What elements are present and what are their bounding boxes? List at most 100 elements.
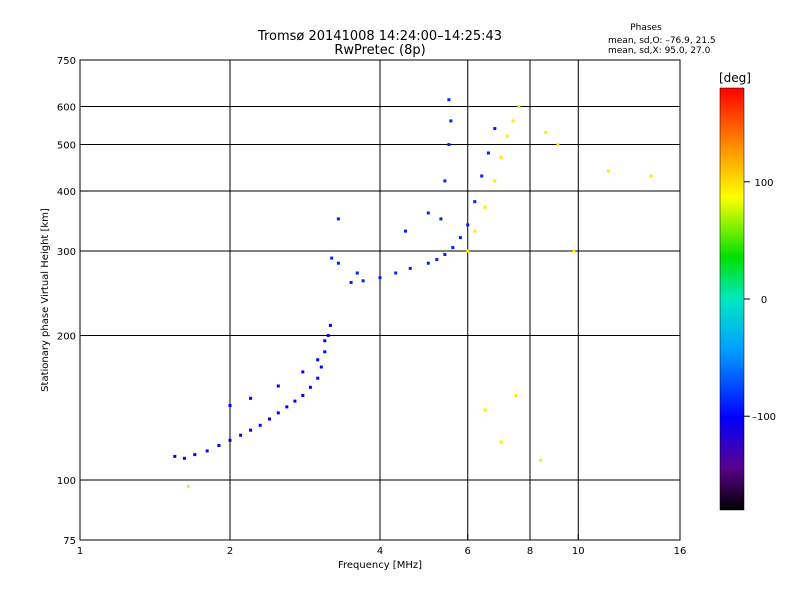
data-point	[249, 396, 253, 400]
data-point	[473, 229, 477, 233]
data-point	[326, 334, 330, 337]
data-point	[449, 119, 453, 123]
data-point	[217, 444, 221, 447]
data-point	[493, 127, 497, 130]
data-point	[649, 174, 653, 178]
data-point	[447, 143, 451, 146]
data-point	[539, 458, 543, 462]
data-point	[323, 350, 327, 354]
data-point	[228, 438, 232, 442]
data-point	[316, 358, 320, 362]
stats-o-mode: mean, sd,O: –76.9, 21.5	[608, 36, 716, 46]
data-point	[173, 454, 177, 458]
y-tick-label: 400	[57, 187, 76, 198]
x-tick-label: 4	[377, 546, 383, 557]
data-point	[182, 456, 186, 460]
data-point	[249, 428, 253, 432]
data-point	[486, 151, 490, 155]
data-point	[378, 276, 382, 280]
data-point	[466, 223, 470, 227]
data-point	[435, 258, 439, 261]
data-point	[336, 217, 340, 221]
data-point	[514, 394, 518, 397]
y-tick-label: 600	[57, 103, 76, 114]
data-point	[323, 339, 327, 343]
data-point	[443, 253, 447, 256]
data-point	[493, 179, 497, 183]
colorbar	[719, 87, 745, 511]
x-tick-label: 1	[77, 546, 83, 557]
data-point	[355, 271, 359, 275]
y-tick-label: 750	[57, 56, 76, 67]
stats-x-mode: mean, sd,X: 95.0, 27.0	[608, 46, 711, 56]
data-point	[186, 484, 190, 488]
data-point	[451, 246, 455, 250]
data-point	[439, 217, 443, 221]
data-point	[205, 449, 209, 453]
grid-lines	[80, 60, 680, 540]
data-point	[483, 205, 487, 209]
data-point	[239, 433, 243, 437]
data-point	[258, 423, 262, 427]
data-point	[293, 399, 297, 403]
data-point	[408, 266, 412, 270]
data-point	[330, 256, 334, 260]
data-point	[499, 440, 503, 444]
data-point	[556, 143, 560, 146]
data-point	[426, 261, 430, 265]
chart-title: Tromsø 20141008 14:24:00–14:25:43	[257, 29, 502, 44]
data-point	[480, 174, 484, 178]
data-point	[316, 376, 320, 380]
data-point	[458, 236, 462, 240]
y-tick-label: 75	[63, 536, 76, 547]
data-point	[336, 261, 340, 265]
data-point	[447, 98, 451, 102]
data-point	[308, 385, 312, 389]
chart-subtitle: RwPretec (8p)	[334, 43, 425, 58]
data-point	[572, 249, 576, 253]
y-tick-label: 200	[57, 332, 76, 343]
y-tick-label: 500	[57, 141, 76, 152]
data-point	[276, 411, 280, 415]
colorbar-tick-label: –100	[752, 412, 776, 423]
x-tick-label: 2	[227, 546, 233, 557]
colorbar-ticks: 100 0 –100	[744, 178, 776, 423]
colorbar-label: [deg]	[719, 71, 751, 85]
data-point	[473, 200, 477, 204]
data-point	[285, 405, 289, 409]
data-point	[349, 281, 353, 284]
data-point	[517, 105, 521, 108]
data-point	[301, 370, 305, 374]
data-point	[544, 130, 548, 134]
data-point	[361, 279, 365, 283]
colorbar-tick-label: 100	[754, 178, 773, 189]
data-point	[268, 417, 271, 421]
data-point	[319, 365, 323, 369]
colorbar-tick-label: 0	[761, 295, 767, 306]
stats-heading: Phases	[630, 23, 662, 33]
y-tick-label: 300	[57, 247, 76, 258]
data-point	[466, 249, 470, 253]
data-point	[511, 119, 515, 123]
data-points	[173, 98, 653, 488]
x-tick-label: 6	[465, 546, 471, 557]
x-tick-label: 10	[572, 546, 585, 557]
data-point	[276, 384, 280, 388]
y-axis-label: Stationary phase Virtual Height [km]	[40, 208, 51, 392]
x-tick-label: 16	[674, 546, 687, 557]
data-point	[328, 323, 332, 327]
x-tick-label: 8	[527, 546, 533, 557]
data-point	[483, 408, 487, 412]
data-point	[228, 404, 232, 407]
data-point	[404, 229, 407, 233]
data-point	[301, 394, 305, 397]
axis-ticks: 1 2 4 6 8 10 16 75 100 200 300 400 500 600 750	[57, 56, 686, 557]
data-point	[505, 134, 509, 138]
data-point	[193, 453, 197, 457]
data-point	[607, 169, 610, 173]
data-point	[499, 155, 503, 159]
data-point	[443, 179, 447, 183]
data-point	[394, 271, 398, 275]
y-tick-label: 100	[57, 476, 76, 487]
